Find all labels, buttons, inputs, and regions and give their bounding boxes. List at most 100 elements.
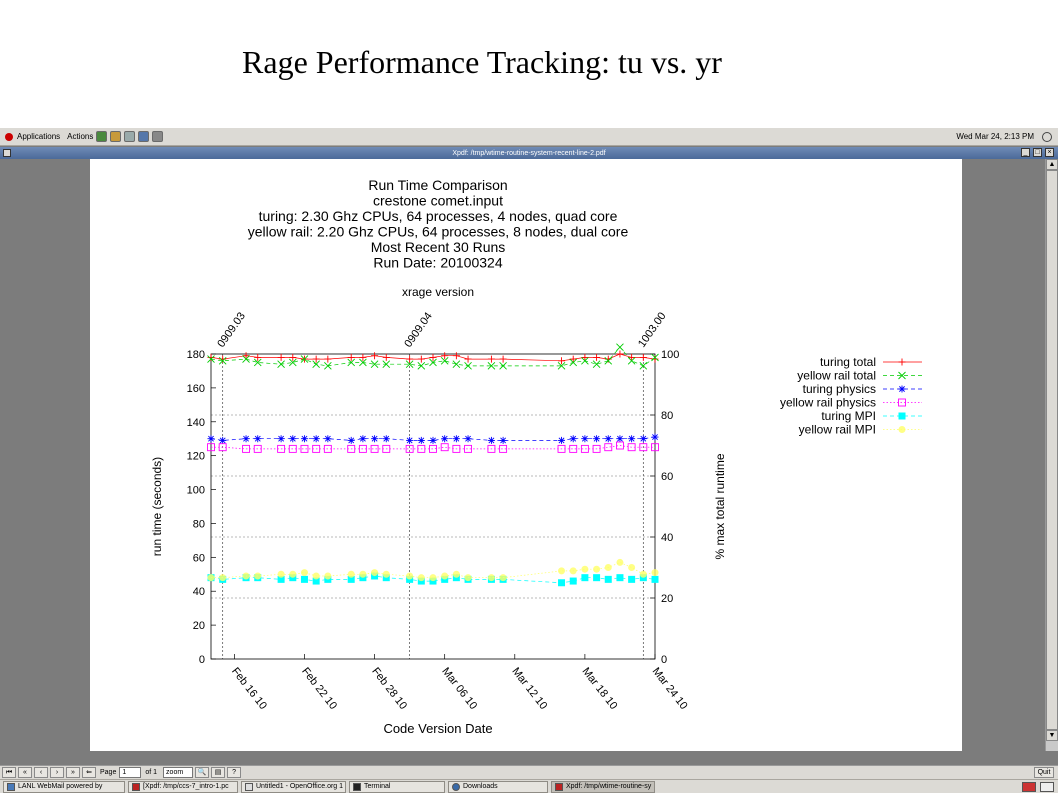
data-point (382, 444, 391, 453)
data-point (300, 435, 308, 443)
data-point (639, 362, 648, 370)
data-point (347, 575, 355, 583)
workspace-switcher-icon[interactable] (1040, 781, 1054, 792)
data-point (382, 570, 390, 578)
data-point (359, 570, 367, 578)
data-point (452, 444, 461, 453)
power-icon[interactable] (1042, 131, 1052, 142)
data-point (441, 352, 449, 360)
data-point (289, 570, 297, 578)
data-point (628, 435, 636, 443)
prev-page-icon[interactable]: ‹ (34, 767, 48, 778)
task-terminal[interactable]: Terminal (349, 780, 445, 793)
data-point (219, 436, 227, 444)
mail-launcher-icon[interactable] (110, 131, 122, 142)
data-point (581, 356, 589, 365)
taskbar: LANL WebMail powered by [Xpdf: /tmp/ccs-… (0, 779, 1058, 793)
office-launcher-icon[interactable] (138, 131, 150, 142)
data-point (207, 435, 215, 443)
x-tick-label: Mar 06 10 (439, 665, 479, 711)
data-point (616, 558, 624, 566)
data-point (277, 570, 285, 578)
clock[interactable]: Wed Mar 24, 2:13 PM (956, 132, 1034, 141)
history-back-icon[interactable]: ⇐ (82, 767, 96, 778)
data-point (219, 355, 227, 363)
data-point (616, 574, 624, 582)
document-view[interactable]: Run Time Comparison crestone comet.input t… (0, 159, 1045, 751)
print-icon[interactable]: ▤ (211, 767, 226, 778)
data-point (441, 435, 449, 443)
data-point (359, 353, 367, 361)
data-point (487, 436, 495, 444)
y-tick-label: 40 (193, 586, 205, 598)
data-point (429, 353, 437, 361)
data-point (288, 444, 297, 453)
series-line (210, 346, 656, 367)
task-openoffice[interactable]: Untitled1 - OpenOffice.org 1 (241, 780, 346, 793)
data-point (639, 443, 648, 452)
data-point (499, 444, 508, 453)
data-point (499, 574, 507, 582)
y-tick-label: 20 (193, 620, 205, 632)
first-page-icon[interactable]: ⏮ (2, 767, 16, 778)
terminal-launcher-icon[interactable] (152, 131, 164, 142)
window-title: Xpdf: /tmp/wtime-routine-system-recent-l… (452, 149, 606, 157)
data-point (487, 574, 495, 582)
back-ten-pages-icon[interactable]: « (18, 767, 32, 778)
vertical-scrollbar[interactable]: ▲ ▼ (1045, 159, 1058, 751)
page-number-input[interactable]: 1 (119, 767, 142, 778)
data-point (616, 343, 624, 352)
legend-marker (898, 358, 906, 366)
quit-button[interactable]: Quit (1034, 767, 1054, 778)
y2-tick-label: 100 (661, 349, 679, 361)
data-point (253, 444, 262, 453)
y-tick-label: 60 (193, 552, 205, 564)
applications-menu[interactable]: Applications (4, 132, 60, 142)
x-tick-label: Feb 28 10 (369, 665, 409, 711)
y-tick-label: 120 (187, 451, 205, 463)
data-point (300, 575, 308, 583)
next-page-icon[interactable]: › (50, 767, 64, 778)
scroll-thumb[interactable] (1046, 170, 1058, 730)
actions-menu[interactable]: Actions (64, 132, 93, 141)
zoom-select[interactable]: zoom (163, 767, 194, 778)
task-webmail[interactable]: LANL WebMail powered by (3, 780, 125, 793)
data-point (429, 358, 437, 367)
y-axis-label: run time (seconds) (150, 457, 164, 556)
data-point (300, 355, 309, 363)
chart-title-line: Most Recent 30 Runs (371, 239, 506, 255)
find-icon[interactable]: 🔍 (195, 767, 210, 778)
forward-ten-pages-icon[interactable]: » (66, 767, 80, 778)
data-point (604, 575, 612, 583)
scroll-down-arrow-icon[interactable]: ▼ (1046, 730, 1058, 741)
data-point (289, 353, 297, 361)
data-point (581, 565, 589, 573)
actions-label: Actions (67, 132, 94, 141)
data-point (487, 444, 496, 453)
data-point (242, 435, 250, 443)
data-point (569, 577, 577, 585)
minimize-button[interactable]: _ (1021, 148, 1030, 157)
data-point (440, 356, 449, 365)
data-point (371, 352, 379, 360)
task-label: [Xpdf: /tmp/ccs-7_intro-1.pc (143, 783, 229, 790)
data-point (323, 444, 332, 453)
help-icon[interactable]: ? (227, 767, 242, 778)
editor-launcher-icon[interactable] (124, 131, 136, 142)
workspace-switcher-icon[interactable] (1022, 781, 1036, 792)
browser-launcher-icon[interactable] (96, 131, 108, 142)
close-button[interactable]: × (1045, 148, 1054, 157)
task-xpdf-wtime[interactable]: Xpdf: /tmp/wtime-routine-sy (551, 780, 655, 793)
data-point (616, 435, 624, 443)
task-downloads[interactable]: Downloads (448, 780, 548, 793)
window-menu-button[interactable] (3, 149, 11, 157)
maximize-button[interactable]: □ (1033, 148, 1042, 157)
y2-tick-label: 0 (661, 654, 667, 666)
task-xpdf-intro[interactable]: [Xpdf: /tmp/ccs-7_intro-1.pc (128, 780, 238, 793)
data-point (405, 444, 414, 453)
data-point (254, 435, 262, 443)
window-titlebar[interactable]: Xpdf: /tmp/wtime-routine-system-recent-l… (0, 147, 1058, 159)
scroll-up-arrow-icon[interactable]: ▲ (1046, 159, 1058, 170)
data-point (312, 360, 320, 368)
data-point (651, 443, 659, 452)
